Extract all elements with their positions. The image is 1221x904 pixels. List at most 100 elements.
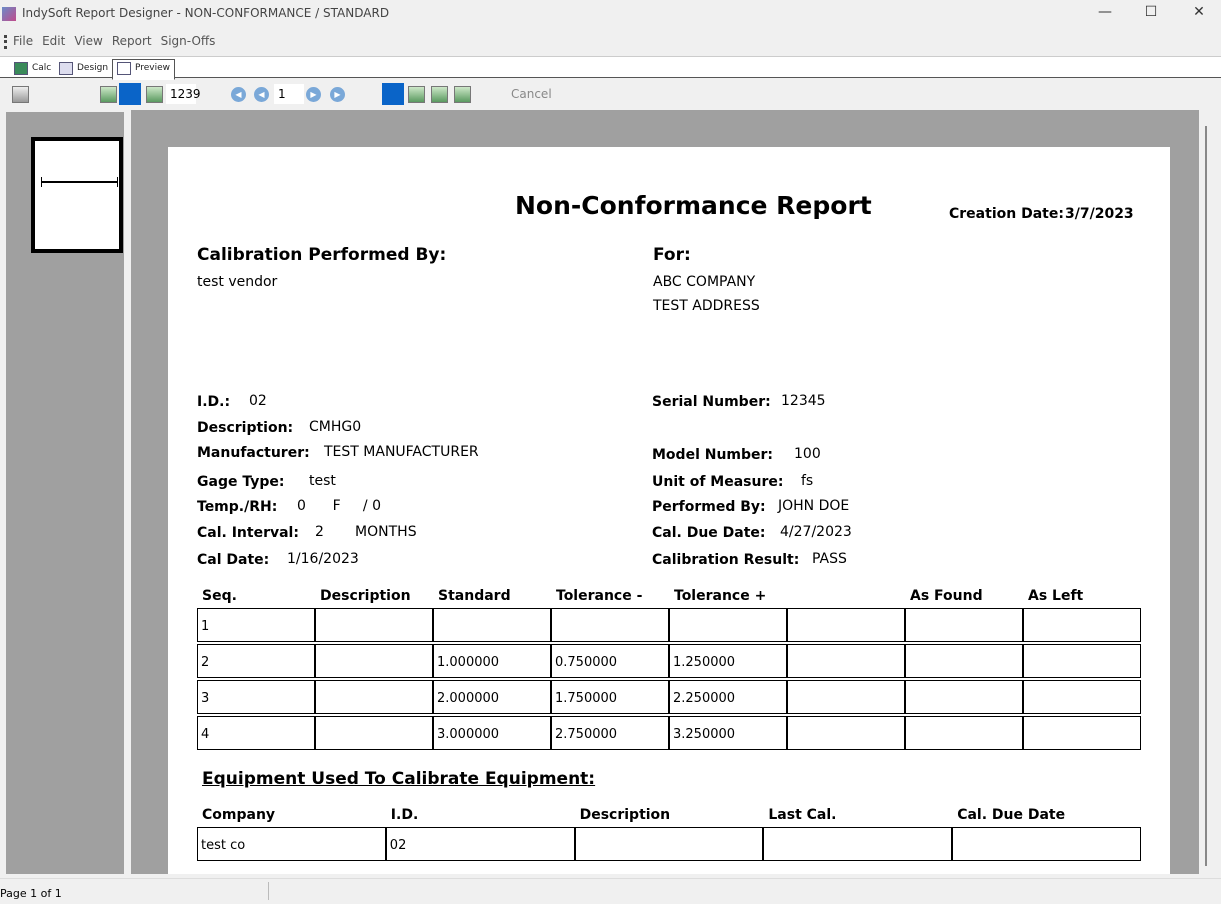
table-cell: 3 bbox=[197, 680, 315, 714]
field-label: Unit of Measure: bbox=[652, 474, 784, 490]
field-label: Serial Number: bbox=[652, 394, 771, 410]
table-cell: 1 bbox=[197, 608, 315, 642]
tab-preview[interactable]: Preview bbox=[112, 59, 176, 80]
field-label: Manufacturer: bbox=[197, 445, 310, 461]
design-icon bbox=[59, 62, 73, 75]
page-input[interactable]: 1 bbox=[274, 84, 304, 104]
table-cell bbox=[1023, 608, 1141, 642]
table-cell: 4 bbox=[197, 716, 315, 750]
menu-view[interactable]: View bbox=[74, 34, 103, 48]
menu-report[interactable]: Report bbox=[111, 34, 152, 48]
for-heading: For: bbox=[653, 245, 691, 265]
table-cell: 3.250000 bbox=[669, 716, 787, 750]
table-cell: 02 bbox=[385, 827, 575, 861]
table-cell bbox=[574, 827, 764, 861]
field-value: 100 bbox=[794, 446, 821, 462]
continuous-button[interactable] bbox=[408, 86, 425, 103]
table-cell bbox=[315, 716, 433, 750]
table-cell: test co bbox=[197, 827, 386, 861]
field-value: 0 F / 0 bbox=[297, 498, 381, 514]
field-value: test bbox=[309, 473, 336, 489]
next-page-icon[interactable]: ▶ bbox=[306, 87, 321, 102]
zoom-input[interactable]: 1239 bbox=[166, 84, 201, 104]
field-label: Cal. Interval: bbox=[197, 525, 299, 541]
table-row: 4 3.000000 2.750000 3.250000 bbox=[197, 716, 1141, 750]
tab-label: Design bbox=[77, 63, 109, 73]
page-thumbnail[interactable] bbox=[31, 137, 123, 253]
table-cell: 1.000000 bbox=[433, 644, 551, 678]
actual-size-button[interactable] bbox=[146, 86, 163, 103]
table-cell: 2.750000 bbox=[551, 716, 669, 750]
last-page-icon[interactable]: ▶ bbox=[330, 87, 345, 102]
table-cell: 2.250000 bbox=[669, 680, 787, 714]
field-label: Temp./RH: bbox=[197, 499, 278, 515]
previous-page-icon[interactable]: ◀ bbox=[254, 87, 269, 102]
equipment-table: Company I.D. Description Last Cal. Cal. Due … bbox=[197, 803, 1141, 863]
fit-page-button[interactable] bbox=[100, 86, 117, 103]
vendor: test vendor bbox=[197, 274, 278, 290]
thumb-line bbox=[117, 177, 118, 187]
table-row: 2 1.000000 0.750000 1.250000 bbox=[197, 644, 1141, 678]
status-bar: Page 1 of 1 bbox=[0, 878, 1221, 904]
column-header: Seq. bbox=[202, 588, 237, 604]
report-title: Non-Conformance Report bbox=[515, 191, 872, 220]
menu-file[interactable]: File bbox=[13, 34, 34, 48]
table-cell bbox=[551, 608, 669, 642]
table-cell bbox=[433, 608, 551, 642]
field-value: PASS bbox=[812, 551, 847, 567]
table-cell bbox=[1023, 716, 1141, 750]
table-cell: 0.750000 bbox=[551, 644, 669, 678]
equipment-heading: Equipment Used To Calibrate Equipment: bbox=[202, 769, 596, 789]
calculator-icon bbox=[14, 62, 28, 75]
field-value: TEST MANUFACTURER bbox=[324, 444, 479, 460]
column-header: As Left bbox=[1028, 588, 1084, 604]
table-cell bbox=[763, 827, 953, 861]
table-cell bbox=[787, 680, 905, 714]
two-pages-button[interactable] bbox=[431, 86, 448, 103]
field-label: Description: bbox=[197, 420, 294, 436]
table-cell bbox=[905, 608, 1023, 642]
tab-design[interactable]: Design bbox=[55, 60, 112, 78]
table-cell bbox=[1023, 644, 1141, 678]
table-cell bbox=[787, 644, 905, 678]
column-header: As Found bbox=[910, 588, 983, 604]
menu-sign-offs[interactable]: Sign-Offs bbox=[160, 34, 216, 48]
table-cell: 1.750000 bbox=[551, 680, 669, 714]
cancel-button[interactable]: Cancel bbox=[511, 87, 552, 101]
maximize-button[interactable]: ☐ bbox=[1144, 4, 1158, 20]
field-label: Cal. Due Date: bbox=[652, 525, 766, 541]
table-cell bbox=[1023, 680, 1141, 714]
tab-bar: Calc Design Preview bbox=[0, 56, 1221, 80]
table-cell: 2 bbox=[197, 644, 315, 678]
menu-grip bbox=[4, 34, 7, 49]
single-page-button[interactable] bbox=[382, 83, 404, 105]
first-page-icon[interactable]: ◀ bbox=[231, 87, 246, 102]
close-button[interactable]: ✕ bbox=[1193, 4, 1205, 20]
preview-area[interactable]: Non-Conformance Report Creation Date: 3/… bbox=[131, 110, 1199, 874]
table-cell: 2.000000 bbox=[433, 680, 551, 714]
column-header: Tolerance + bbox=[674, 588, 767, 604]
table-cell bbox=[787, 608, 905, 642]
field-label: Calibration Result: bbox=[652, 552, 800, 568]
table-cell: 1.250000 bbox=[669, 644, 787, 678]
table-cell bbox=[905, 680, 1023, 714]
menu-edit[interactable]: Edit bbox=[42, 34, 66, 48]
report-page: Non-Conformance Report Creation Date: 3/… bbox=[168, 147, 1170, 874]
print-icon[interactable] bbox=[12, 86, 29, 103]
field-label: Performed By: bbox=[652, 499, 766, 515]
minimize-button[interactable]: — bbox=[1098, 4, 1112, 20]
performed-by-heading: Calibration Performed By: bbox=[197, 245, 447, 265]
multiple-pages-button[interactable] bbox=[454, 86, 471, 103]
app-icon bbox=[2, 7, 16, 21]
column-header: Last Cal. bbox=[768, 807, 837, 823]
table-row: 3 2.000000 1.750000 2.250000 bbox=[197, 680, 1141, 714]
column-header: Tolerance - bbox=[556, 588, 643, 604]
thumb-line bbox=[41, 177, 42, 187]
table-cell bbox=[315, 644, 433, 678]
column-header: Description bbox=[579, 807, 671, 823]
address: TEST ADDRESS bbox=[653, 298, 760, 314]
tab-calc[interactable]: Calc bbox=[10, 60, 55, 78]
vertical-scrollbar[interactable] bbox=[1205, 126, 1207, 866]
table-cell bbox=[952, 827, 1141, 861]
fit-width-button[interactable] bbox=[119, 83, 141, 105]
